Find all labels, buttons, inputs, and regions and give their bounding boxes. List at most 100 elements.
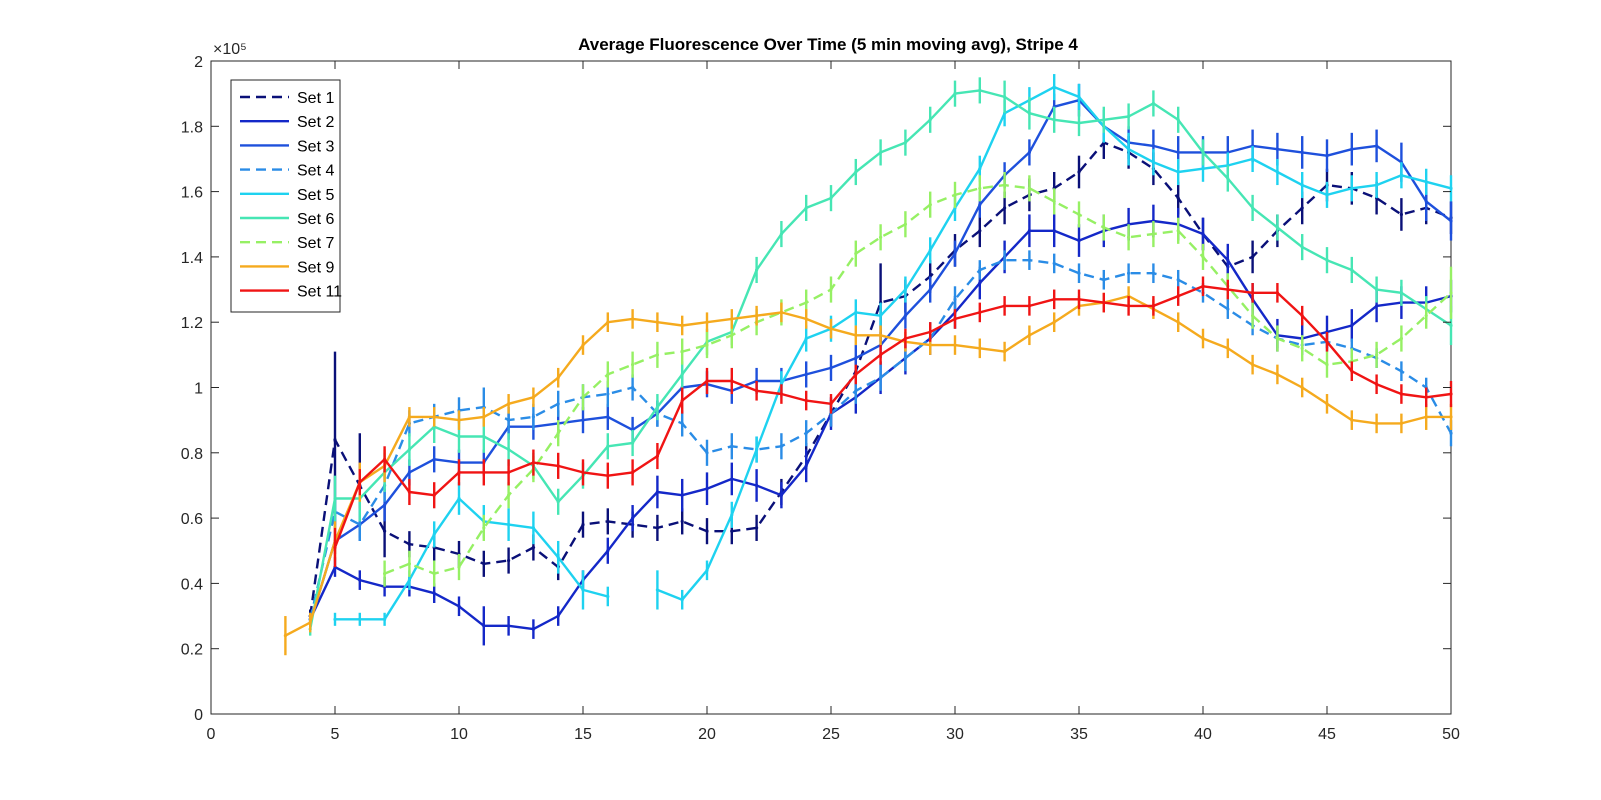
data-point: [482, 415, 486, 419]
data-point: [804, 398, 808, 403]
data-point: [804, 336, 808, 341]
data-point: [457, 434, 461, 439]
data-point: [953, 252, 957, 256]
data-point: [1052, 261, 1056, 266]
data-point: [1127, 271, 1131, 275]
data-point: [457, 496, 461, 501]
y-tick-label: 0.2: [181, 642, 203, 659]
data-point: [631, 385, 635, 390]
data-point: [606, 444, 610, 448]
data-point: [1275, 336, 1279, 341]
data-point: [1176, 278, 1180, 282]
data-point: [730, 333, 734, 337]
data-point: [1102, 301, 1106, 305]
data-point: [631, 363, 635, 367]
data-point: [879, 376, 883, 380]
data-point: [854, 372, 858, 377]
data-point: [531, 627, 536, 631]
series-set-7: [383, 172, 1453, 587]
data-point: [655, 405, 660, 409]
chart-title: Average Fluorescence Over Time (5 min mo…: [578, 35, 1078, 54]
series-set-9: [283, 286, 1453, 656]
data-point: [1300, 150, 1304, 155]
data-point: [1275, 147, 1279, 151]
data-point: [432, 572, 436, 576]
data-point: [606, 392, 610, 396]
data-point: [1151, 144, 1155, 148]
data-point: [556, 500, 560, 504]
data-point: [903, 314, 908, 318]
data-point: [1449, 323, 1453, 328]
data-point: [978, 167, 982, 171]
axes-box: [210, 60, 1452, 715]
data-point: [655, 454, 660, 458]
x-tick-label: 20: [698, 726, 716, 743]
series-line: [284, 294, 1451, 637]
data-point: [779, 493, 784, 497]
legend-items: Set 1 Set 2 Set 3 Set 4 Set 5 Set 6 Set 7 Set 9…: [240, 90, 342, 301]
data-point: [829, 196, 833, 200]
data-point: [407, 447, 411, 452]
data-point: [283, 634, 287, 638]
data-point: [978, 268, 982, 272]
data-point: [804, 372, 808, 377]
data-point: [1251, 291, 1255, 295]
data-point: [1102, 225, 1106, 230]
data-point: [1077, 212, 1081, 217]
data-point: [978, 186, 982, 190]
x-tick-label: 30: [946, 726, 964, 743]
data-point: [333, 617, 337, 621]
data-point: [1226, 287, 1230, 292]
data-point: [407, 578, 411, 582]
legend-label: Set 3: [297, 138, 334, 155]
data-point: [680, 519, 684, 523]
data-point: [705, 487, 709, 491]
series-line: [335, 497, 609, 621]
data-point: [1226, 307, 1230, 311]
data-point: [903, 141, 908, 145]
y-tick-label: 1: [194, 381, 203, 398]
data-point: [1201, 232, 1205, 236]
data-point: [1127, 235, 1131, 239]
data-point: [507, 558, 511, 563]
data-point: [556, 376, 560, 380]
data-point: [1399, 212, 1403, 217]
x-tick-label: 5: [331, 726, 340, 743]
data-point: [606, 320, 610, 324]
data-point: [680, 598, 684, 602]
data-point: [1399, 392, 1403, 396]
data-point: [903, 222, 908, 226]
data-point: [1251, 157, 1255, 161]
data-point: [1003, 95, 1007, 99]
data-point: [1077, 297, 1081, 301]
data-point: [581, 523, 585, 527]
data-point: [1424, 314, 1428, 318]
y-tick-label: 0.8: [181, 446, 203, 463]
legend-label: Set 6: [297, 211, 334, 228]
data-point: [1424, 199, 1428, 203]
data-point: [1201, 150, 1205, 155]
legend-label: Set 9: [297, 259, 334, 276]
data-point: [655, 526, 660, 530]
data-point: [383, 617, 387, 621]
data-point: [1077, 170, 1081, 174]
data-point: [1375, 382, 1379, 386]
data-point: [507, 523, 511, 527]
data-point: [804, 301, 808, 305]
data-point: [407, 470, 411, 474]
x-tick-label: 15: [574, 726, 592, 743]
data-point: [804, 206, 808, 210]
data-point: [680, 323, 684, 328]
data-point: [705, 379, 709, 383]
data-point: [432, 591, 436, 595]
data-point: [1027, 186, 1031, 190]
data-point: [631, 441, 635, 445]
data-point: [358, 480, 362, 484]
data-point: [779, 232, 784, 236]
data-point: [779, 310, 784, 315]
legend-label: Set 5: [297, 187, 334, 204]
data-point: [432, 415, 436, 419]
data-point: [383, 572, 387, 576]
data-point: [358, 617, 362, 621]
data-point: [1424, 180, 1428, 184]
